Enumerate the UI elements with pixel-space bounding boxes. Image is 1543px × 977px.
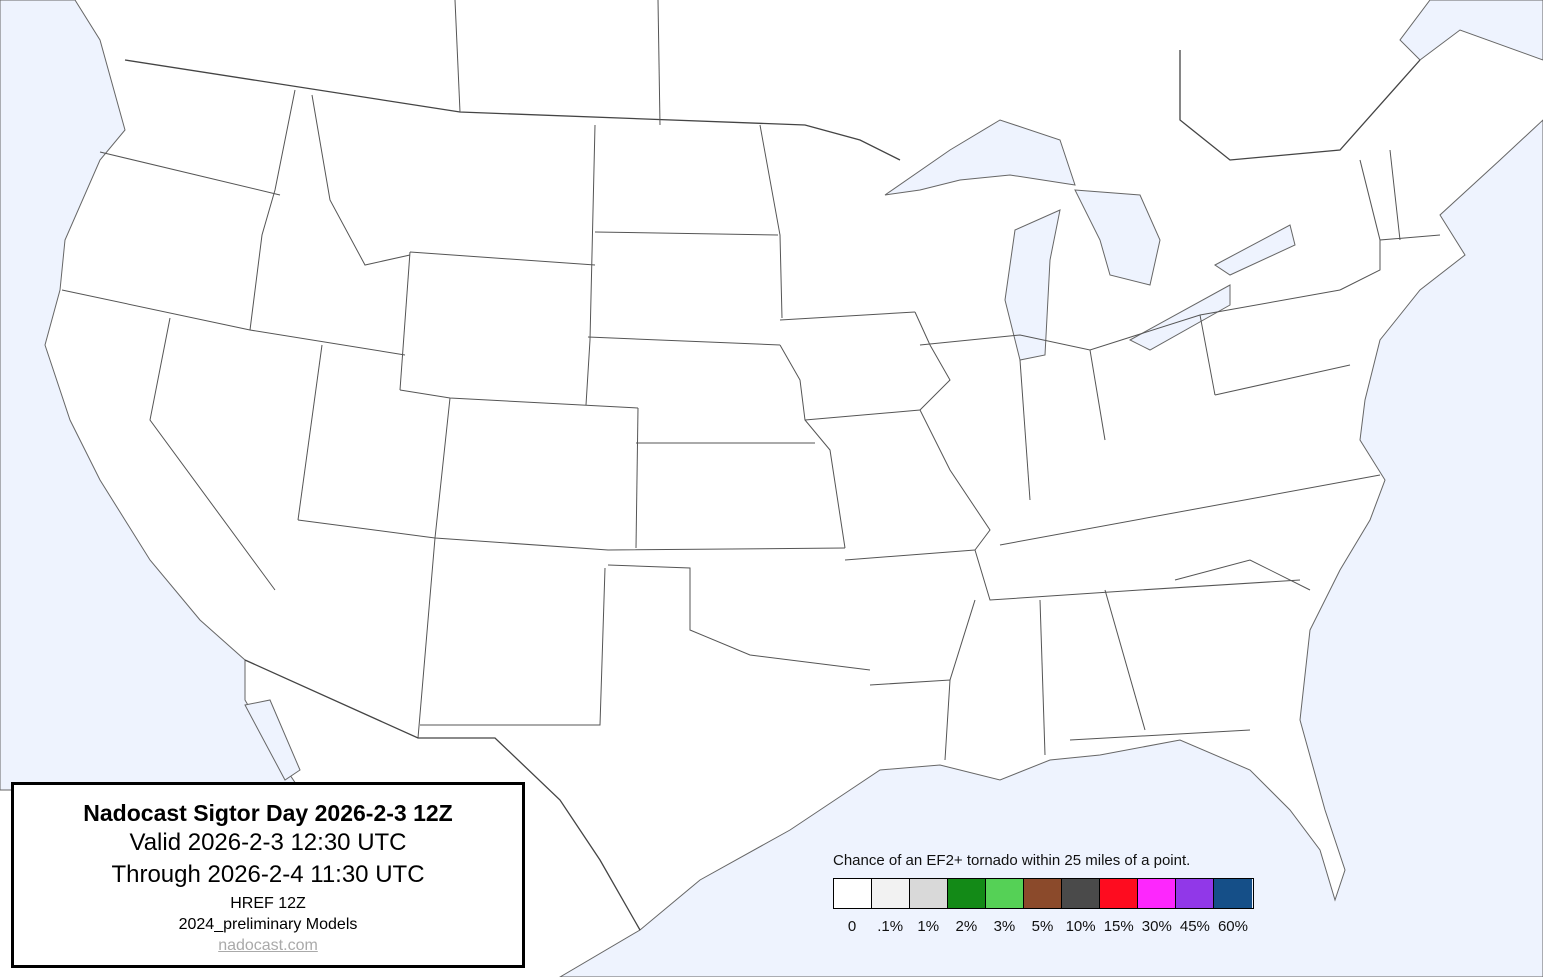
legend-swatch bbox=[1100, 879, 1138, 908]
legend-swatch bbox=[1024, 879, 1062, 908]
legend-label: 30% bbox=[1141, 918, 1172, 935]
legend-swatch bbox=[910, 879, 948, 908]
probability-legend: Chance of an EF2+ tornado within 25 mile… bbox=[833, 852, 1254, 935]
gulf-of-california bbox=[244, 699, 301, 781]
legend-swatch bbox=[1138, 879, 1176, 908]
pacific-ocean bbox=[0, 0, 301, 791]
legend-label: 45% bbox=[1179, 918, 1210, 935]
state-borders bbox=[61, 0, 1441, 931]
lake-superior bbox=[884, 119, 1076, 196]
legend-caption: Chance of an EF2+ tornado within 25 mile… bbox=[833, 852, 1191, 869]
legend-swatch bbox=[948, 879, 986, 908]
models-version: 2024_preliminary Models bbox=[178, 916, 358, 933]
hudson-bay-area bbox=[1399, 0, 1543, 61]
legend-swatch bbox=[986, 879, 1024, 908]
legend-swatch bbox=[1062, 879, 1100, 908]
legend-swatch bbox=[872, 879, 910, 908]
lake-michigan bbox=[1004, 209, 1061, 361]
legend-label: 60% bbox=[1217, 918, 1248, 935]
legend-label: 0 bbox=[847, 918, 857, 935]
legend-label: 5% bbox=[1031, 918, 1054, 935]
map-title: Nadocast Sigtor Day 2026-2-3 12Z bbox=[83, 800, 453, 826]
legend-label: .1% bbox=[877, 918, 904, 935]
legend-label: 1% bbox=[917, 918, 940, 935]
legend-swatch bbox=[1214, 879, 1252, 908]
legend-labels: 0 .1% 1% 2% 3% 5% 10% 15% 30% 45% 60% bbox=[833, 918, 1254, 935]
valid-time: Valid 2026-2-3 12:30 UTC bbox=[129, 829, 407, 856]
legend-label: 10% bbox=[1065, 918, 1096, 935]
lake-ontario bbox=[1214, 224, 1296, 276]
legend-swatch bbox=[1176, 879, 1214, 908]
model-label: HREF 12Z bbox=[230, 895, 306, 912]
lake-erie bbox=[1128, 284, 1231, 351]
lake-huron bbox=[1074, 189, 1161, 286]
legend-label: 15% bbox=[1103, 918, 1134, 935]
gulf-and-atlantic bbox=[559, 119, 1543, 977]
legend-label: 2% bbox=[955, 918, 978, 935]
legend-label: 3% bbox=[993, 918, 1016, 935]
legend-swatch bbox=[834, 879, 872, 908]
title-box: Nadocast Sigtor Day 2026-2-3 12Z Valid 2… bbox=[11, 782, 525, 968]
nadocast-link[interactable]: nadocast.com bbox=[218, 937, 318, 954]
legend-swatches bbox=[833, 878, 1254, 909]
through-time: Through 2026-2-4 11:30 UTC bbox=[111, 861, 425, 888]
